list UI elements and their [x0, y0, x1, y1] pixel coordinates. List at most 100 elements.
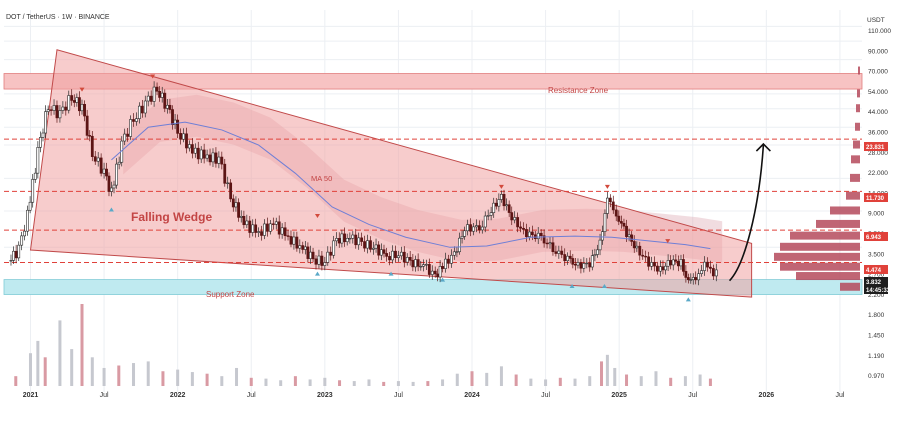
candle-body — [551, 242, 555, 253]
candle-body — [689, 279, 693, 281]
candle-body — [163, 92, 167, 109]
volume-bar — [249, 377, 253, 386]
volume-bar — [161, 371, 165, 386]
candle-body — [271, 223, 275, 225]
candle-body — [254, 224, 258, 233]
candle-body — [345, 238, 349, 243]
candle-body — [469, 224, 472, 232]
candle-body — [677, 261, 680, 267]
candle-body — [463, 230, 467, 237]
candle-body — [494, 202, 498, 207]
candle-body — [641, 254, 645, 257]
candle-body — [343, 233, 346, 243]
swing-low-marker — [440, 277, 446, 282]
price-tick: 110.000 — [868, 28, 891, 35]
candle-body — [182, 133, 185, 140]
profile-bar — [856, 104, 860, 113]
price-axis[interactable]: 110.000 90.000 70.000 54.000 44.000 36.000 28.… — [868, 28, 891, 380]
volume-bar — [639, 376, 643, 386]
volume-bar — [264, 378, 268, 386]
volume-bar — [654, 371, 658, 386]
candle-body — [497, 199, 501, 207]
price-tick: 22.000 — [868, 170, 888, 177]
candle-body — [289, 236, 293, 245]
candle-body — [229, 182, 233, 200]
candle-body — [527, 231, 531, 237]
candle-body — [41, 132, 45, 138]
projection-arrowhead — [755, 142, 771, 152]
candle-body — [399, 251, 403, 257]
profile-bar — [853, 140, 860, 149]
candle-body — [348, 237, 352, 240]
volume-bar — [80, 304, 84, 386]
candle-body — [408, 257, 412, 261]
resistance-zone — [3, 73, 863, 90]
volume-bar — [600, 361, 604, 386]
swing-low-marker — [569, 283, 575, 288]
candle-body — [83, 103, 86, 117]
falling-wedge — [29, 49, 753, 298]
candle-body — [26, 209, 29, 232]
candle-body — [374, 244, 378, 249]
candle-body — [611, 201, 615, 211]
volume-bar — [382, 381, 386, 386]
price-tick: 44.000 — [868, 109, 888, 116]
candle-body — [560, 250, 564, 255]
profile-bar — [851, 155, 860, 164]
candle-body — [419, 265, 423, 268]
candle-body — [658, 266, 662, 272]
candle-body — [117, 161, 121, 165]
candle-body — [579, 262, 583, 269]
candle-body — [682, 259, 685, 272]
candle-body — [332, 240, 336, 256]
candle-body — [70, 95, 74, 101]
candlesticks — [9, 81, 718, 286]
candle-body — [12, 250, 15, 261]
candle-body — [23, 230, 27, 237]
time-axis[interactable]: 2021 Jul 2022 Jul 2023 Jul 2024 Jul 2025 Jul 2026 J… — [23, 392, 845, 399]
candle-body — [424, 264, 428, 266]
candle-body — [608, 197, 612, 203]
candle-body — [472, 226, 475, 232]
candle-body — [326, 251, 330, 263]
candle-body — [9, 260, 13, 262]
profile-bar — [846, 191, 860, 200]
volume-bar — [625, 374, 629, 386]
candle-body — [329, 251, 333, 256]
currency-label: USDT — [867, 17, 885, 24]
price-badge — [864, 142, 888, 151]
candle-body — [638, 245, 642, 256]
candle-body — [107, 175, 111, 192]
price-badge-text: 6.943 — [866, 235, 882, 241]
volume-profile — [774, 66, 860, 291]
time-tick: 2025 — [611, 392, 627, 399]
projection-arrow — [728, 144, 765, 282]
candle-body — [28, 201, 32, 211]
candle-body — [311, 251, 315, 260]
swing-low-marker — [314, 271, 320, 276]
profile-bar — [850, 173, 860, 182]
volume-bar — [544, 379, 548, 386]
candle-body — [684, 271, 688, 278]
candle-body — [447, 258, 450, 264]
volume-bar — [573, 378, 577, 386]
candle-body — [477, 225, 481, 231]
candle-body — [52, 105, 56, 111]
candle-body — [340, 233, 344, 244]
price-tick: 70.000 — [868, 69, 888, 76]
volume-bar — [43, 357, 47, 386]
volume-bar — [396, 381, 400, 386]
profile-bar — [816, 219, 860, 228]
candle-body — [211, 152, 215, 163]
candle-body — [614, 209, 618, 217]
candle-body — [363, 241, 366, 249]
candle-body — [596, 249, 599, 255]
profile-bar — [774, 252, 860, 261]
candle-body — [90, 135, 94, 157]
candle-body — [632, 241, 636, 249]
candle-body — [603, 213, 607, 232]
candle-body — [402, 251, 406, 263]
candle-body — [317, 255, 321, 265]
volume-bar — [102, 367, 106, 386]
